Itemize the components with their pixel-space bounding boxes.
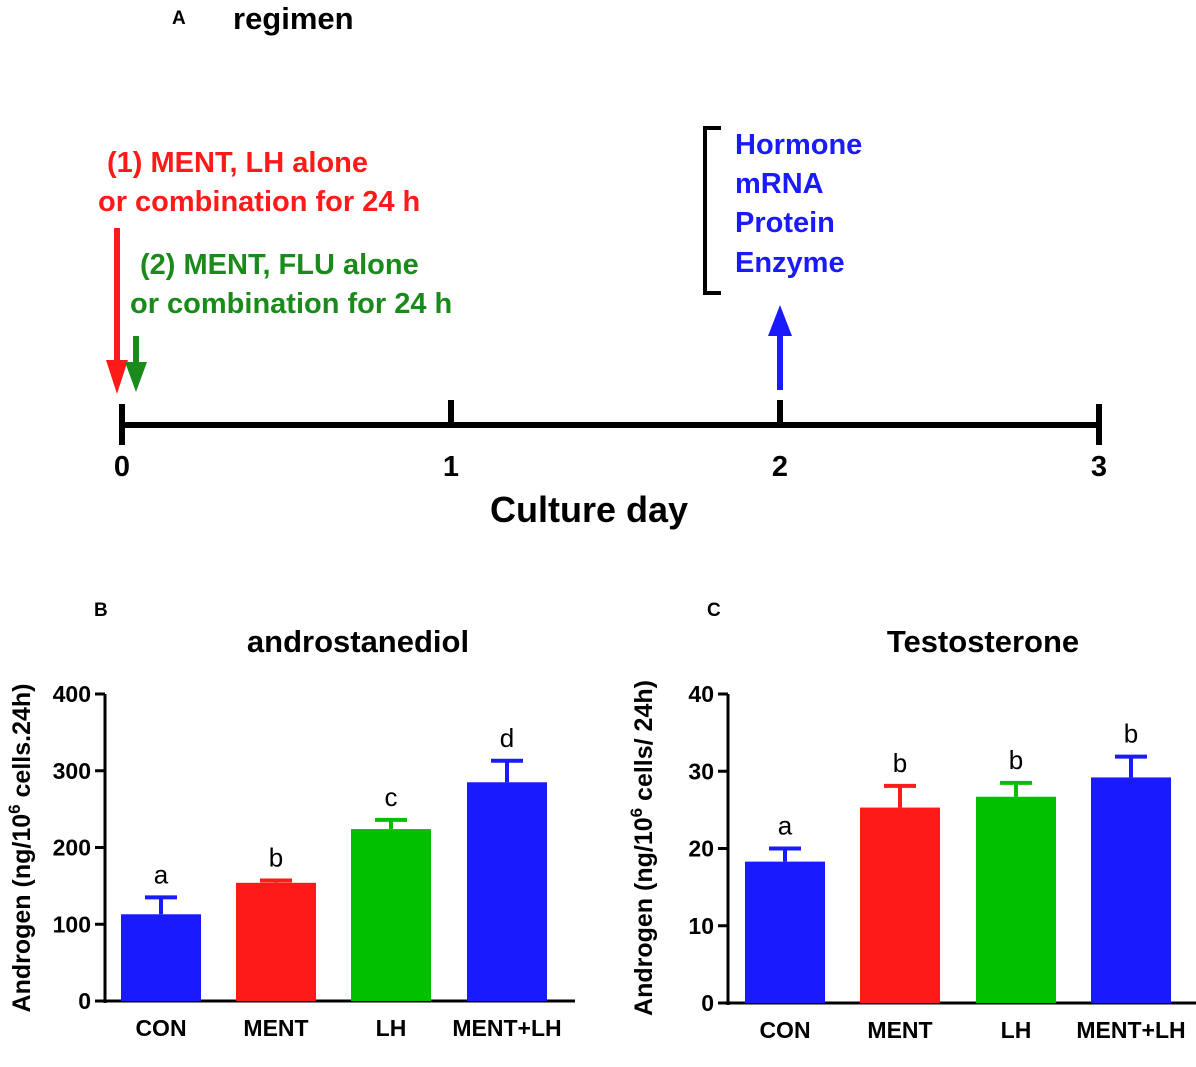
panel-a-letter: A [172, 8, 186, 29]
timeline-xlabel: Culture day [490, 489, 688, 530]
measure-item-enzyme: Enzyme [735, 247, 845, 279]
chart-b-bar [236, 882, 316, 1001]
chart-b-ylabel-sup: 6 [5, 804, 24, 813]
chart-b-significance-letter: d [500, 723, 514, 753]
measure-item-protein: Protein [735, 207, 835, 239]
chart-c-significance-letter: b [1124, 719, 1138, 749]
chart-c-bar [1091, 777, 1171, 1003]
chart-b-bar [351, 829, 431, 1001]
measure-item-mrna: mRNA [735, 168, 824, 200]
chart-b-ytick-label: 400 [53, 681, 91, 707]
panel-c-letter: C [707, 600, 721, 621]
panel-a: A regimen (1) MENT, LH alone or combinat… [98, 1, 1107, 530]
treatment1-line2: or combination for 24 h [98, 186, 420, 218]
chart-b-significance-letter: a [154, 859, 169, 889]
measure-item-hormone: Hormone [735, 129, 862, 161]
chart-b-bar [467, 782, 547, 1001]
chart-c-significance-letter: a [778, 811, 793, 841]
treatment1-arrowhead [106, 360, 128, 394]
chart-c-ylabel-post: cells/ 24h) [630, 680, 658, 808]
panel-b-chart: B androstanediol Androgen (ng/106 cells.… [5, 600, 575, 1041]
treatment2-line2: or combination for 24 h [130, 288, 452, 320]
chart-c-ytick-label: 40 [688, 681, 714, 707]
chart-c-category-label: MENT [867, 1017, 932, 1043]
chart-c-ytick-label: 30 [688, 758, 714, 784]
timeline-label-3: 3 [1091, 451, 1107, 483]
chart-b-ytick-label: 0 [78, 988, 91, 1014]
timeline-label-1: 1 [443, 451, 459, 483]
chart-b-category-label: LH [376, 1015, 407, 1041]
treatment2-line1: (2) MENT, FLU alone [140, 249, 419, 281]
chart-b-ylabel-post: cells.24h) [8, 684, 36, 805]
chart-c-significance-letter: b [893, 748, 907, 778]
chart-b-category-label: MENT [243, 1015, 308, 1041]
chart-b-ytick-label: 300 [53, 758, 91, 784]
chart-b-significance-letter: c [385, 782, 398, 812]
chart-c-title: Testosterone [887, 624, 1079, 659]
chart-b-ylabel: Androgen (ng/106 cells.24h) [5, 684, 36, 1013]
panel-b-letter: B [94, 600, 108, 621]
chart-b-ytick-label: 100 [53, 911, 91, 937]
chart-c-ylabel-pre: Androgen (ng/10 [630, 817, 658, 1016]
timeline-label-2: 2 [772, 451, 788, 483]
chart-c-ytick-label: 10 [688, 913, 714, 939]
chart-c-bar [745, 861, 825, 1003]
chart-c-ytick-label: 0 [701, 990, 714, 1016]
chart-c-significance-letter: b [1009, 745, 1023, 775]
chart-b-category-label: MENT+LH [452, 1015, 561, 1041]
chart-b-ylabel-pre: Androgen (ng/10 [8, 814, 36, 1013]
panel-c-chart: C Testosterone Androgen (ng/106 cells/ 2… [627, 600, 1196, 1043]
chart-b-title: androstanediol [247, 624, 469, 659]
chart-c-ylabel-sup: 6 [627, 808, 646, 817]
measure-bracket [703, 126, 721, 295]
chart-b-ytick-label: 200 [53, 835, 91, 861]
chart-c-category-label: CON [759, 1017, 810, 1043]
chart-c-category-label: MENT+LH [1076, 1017, 1185, 1043]
chart-c-ylabel: Androgen (ng/106 cells/ 24h) [627, 680, 658, 1016]
chart-c-category-label: LH [1001, 1017, 1032, 1043]
treatment1-line1: (1) MENT, LH alone [107, 147, 368, 179]
chart-b-category-label: CON [135, 1015, 186, 1041]
treatment2-arrowhead [125, 362, 147, 392]
chart-c-ytick-label: 20 [688, 836, 714, 862]
timeline-label-0: 0 [114, 451, 130, 483]
chart-c-bar [860, 807, 940, 1003]
measure-arrowhead [768, 305, 792, 336]
panel-a-title: regimen [233, 1, 354, 36]
chart-b-significance-letter: b [269, 843, 283, 873]
chart-c-bar [976, 796, 1056, 1003]
chart-b-bar [121, 914, 201, 1001]
